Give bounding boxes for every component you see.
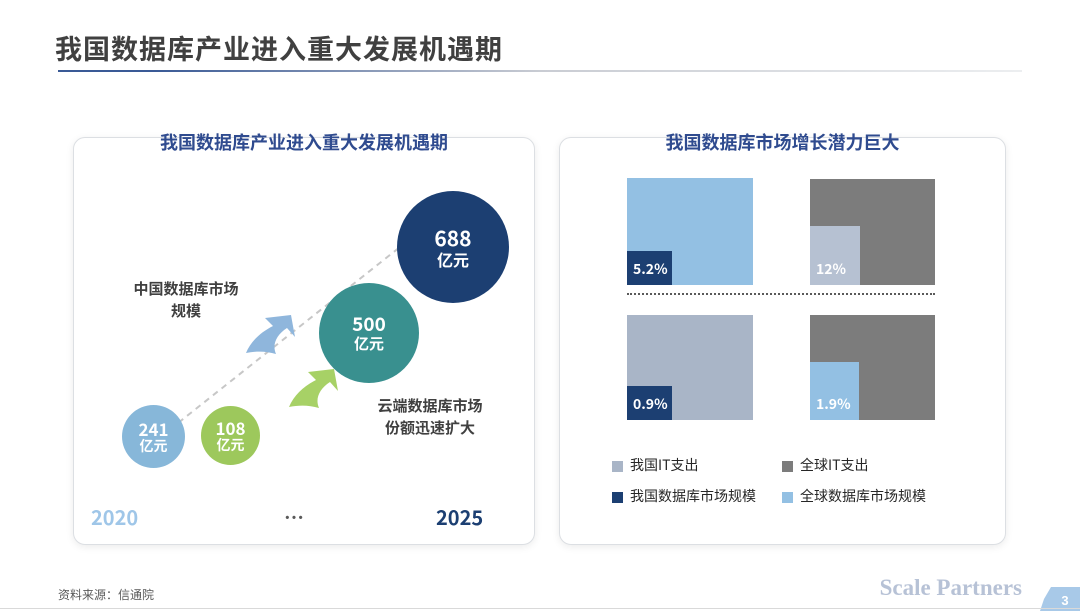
svg-text:3: 3 — [1061, 593, 1068, 608]
